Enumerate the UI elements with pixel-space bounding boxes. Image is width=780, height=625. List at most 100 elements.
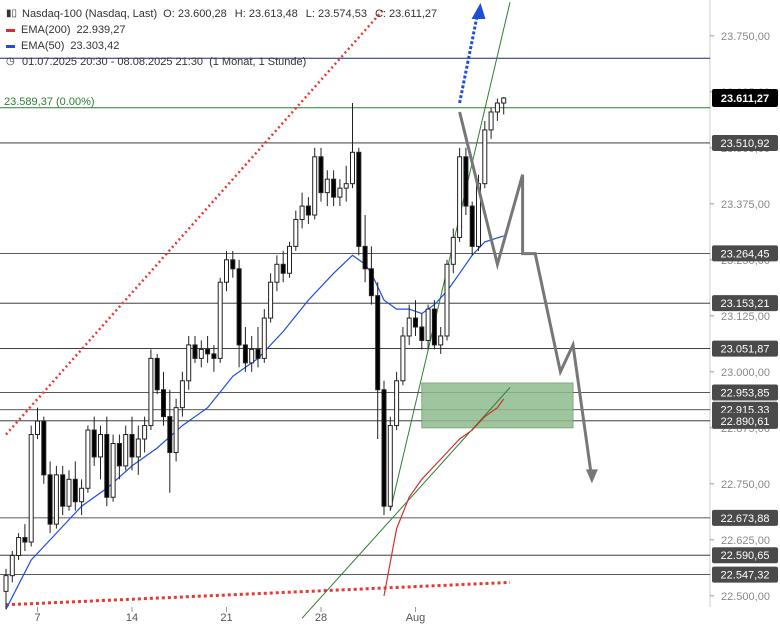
ohlc-high-label: H: bbox=[234, 8, 246, 20]
y-tick-label: 22.750,00 bbox=[721, 479, 770, 491]
candle-body bbox=[60, 474, 66, 507]
x-tick-label: 7 bbox=[34, 612, 40, 624]
candle-body bbox=[299, 205, 305, 221]
candle-body bbox=[242, 344, 248, 364]
ema200-line bbox=[383, 398, 505, 596]
candle-body bbox=[444, 263, 450, 337]
ohlc-low-label: L: bbox=[305, 8, 315, 20]
candle-body bbox=[154, 357, 160, 391]
y-tick-label: 23.750,00 bbox=[721, 31, 770, 43]
chart-legend: ▮▯ Nasdaq-100 (Nasdaq, Last) O: 23.600,2… bbox=[6, 6, 445, 70]
candle-body bbox=[79, 487, 85, 503]
ema200-label: EMA(200) bbox=[21, 24, 71, 36]
candle-body bbox=[129, 434, 135, 458]
x-tick-label: 28 bbox=[315, 612, 327, 624]
y-tick-label: 22.625,00 bbox=[721, 535, 770, 547]
red-channel-lower bbox=[5, 580, 511, 607]
candle-body bbox=[482, 129, 488, 185]
level-price-label: 22.590,65 bbox=[721, 550, 770, 562]
current-price-tag bbox=[712, 88, 778, 107]
candle-body bbox=[488, 111, 494, 131]
legend-ema200-row[interactable]: EMA(200) 22.939,27 bbox=[6, 22, 445, 38]
y-tick-label: 22.500,00 bbox=[721, 591, 770, 603]
candle-body bbox=[72, 478, 78, 503]
level-price-label: 22.547,32 bbox=[721, 570, 770, 582]
level-price-label: 23.051,87 bbox=[721, 344, 770, 356]
candle-body bbox=[230, 259, 236, 270]
candle-body bbox=[192, 344, 198, 359]
x-tick-label: Aug bbox=[406, 612, 426, 624]
candle-body bbox=[419, 326, 425, 341]
candle-body bbox=[305, 205, 311, 216]
level-price-label: 23.510,92 bbox=[721, 138, 770, 150]
forecast-blue-arrowhead bbox=[471, 2, 486, 19]
candle-body bbox=[236, 268, 242, 346]
candle-body bbox=[16, 537, 22, 556]
legend-range-row[interactable]: ◷ 01.07.2025 20:30 - 08.08.2025 21:30 (1… bbox=[6, 54, 445, 70]
candle-body bbox=[469, 205, 475, 247]
candle-body bbox=[173, 407, 179, 453]
ohlc-close: 23.611,27 bbox=[389, 8, 438, 20]
current-price-label: 23.611,27 bbox=[721, 93, 769, 105]
red-channel-upper bbox=[5, 8, 385, 436]
candle-body bbox=[104, 434, 110, 498]
support-zone[interactable] bbox=[421, 382, 574, 429]
level-price-tag bbox=[712, 547, 778, 564]
date-range: 01.07.2025 20:30 - 08.08.2025 21:30 bbox=[22, 56, 204, 68]
candle-body bbox=[211, 353, 217, 359]
candle-body bbox=[53, 474, 59, 525]
candle-body bbox=[280, 263, 286, 274]
candle-body bbox=[85, 429, 91, 489]
candle-body bbox=[463, 156, 469, 207]
candle-body bbox=[186, 344, 192, 382]
forecast-gray-path bbox=[458, 111, 594, 480]
ema50-swatch bbox=[6, 44, 15, 48]
candle-body bbox=[425, 308, 431, 341]
candle-body bbox=[387, 425, 393, 507]
candle-body bbox=[9, 554, 15, 577]
candle-body bbox=[324, 178, 330, 194]
candle-body bbox=[438, 335, 444, 346]
candle-body bbox=[293, 219, 299, 247]
candle-body bbox=[98, 434, 103, 458]
ohlc-high: 23.613,48 bbox=[248, 8, 298, 20]
level-price-tag bbox=[712, 509, 778, 526]
candle-body bbox=[381, 389, 387, 507]
candle-body bbox=[287, 245, 292, 274]
level-price-tag bbox=[712, 295, 778, 312]
candle-body bbox=[148, 357, 154, 427]
ema50-value: 23.303,42 bbox=[70, 40, 120, 52]
ohlc-low: 23.574,53 bbox=[318, 8, 367, 20]
candle-body bbox=[110, 442, 116, 498]
candle-body bbox=[356, 151, 362, 247]
forecast-blue-path bbox=[458, 8, 480, 104]
candle-body bbox=[116, 442, 122, 467]
level-price-tag bbox=[712, 245, 778, 262]
level-price-label: 22.673,88 bbox=[721, 513, 770, 525]
candle-body bbox=[161, 389, 166, 418]
candle-body bbox=[255, 348, 261, 359]
ema200-swatch bbox=[6, 28, 15, 32]
candle-body bbox=[167, 416, 173, 453]
candle-body bbox=[337, 187, 343, 198]
legend-ema50-row[interactable]: EMA(50) 23.303,42 bbox=[6, 38, 445, 54]
candle-body bbox=[41, 420, 47, 476]
level-price-label: 22.890,61 bbox=[721, 416, 770, 428]
candle-body bbox=[135, 438, 141, 458]
candle-body bbox=[205, 348, 211, 355]
candle-body bbox=[179, 380, 185, 409]
candle-body bbox=[400, 335, 406, 382]
candle-body bbox=[198, 348, 204, 359]
candle-body bbox=[331, 178, 337, 198]
legend-title-row: ▮▯ Nasdaq-100 (Nasdaq, Last) O: 23.600,2… bbox=[6, 6, 445, 22]
candle-body bbox=[394, 380, 400, 427]
candle-body bbox=[91, 429, 97, 458]
candle-body bbox=[368, 268, 374, 297]
y-tick-label: 23.375,00 bbox=[721, 199, 770, 211]
candle-body bbox=[261, 317, 267, 359]
candle-body bbox=[501, 97, 507, 104]
candle-body bbox=[35, 420, 40, 436]
ohlc-open: 23.600,28 bbox=[177, 8, 227, 20]
candle-body bbox=[268, 281, 274, 319]
